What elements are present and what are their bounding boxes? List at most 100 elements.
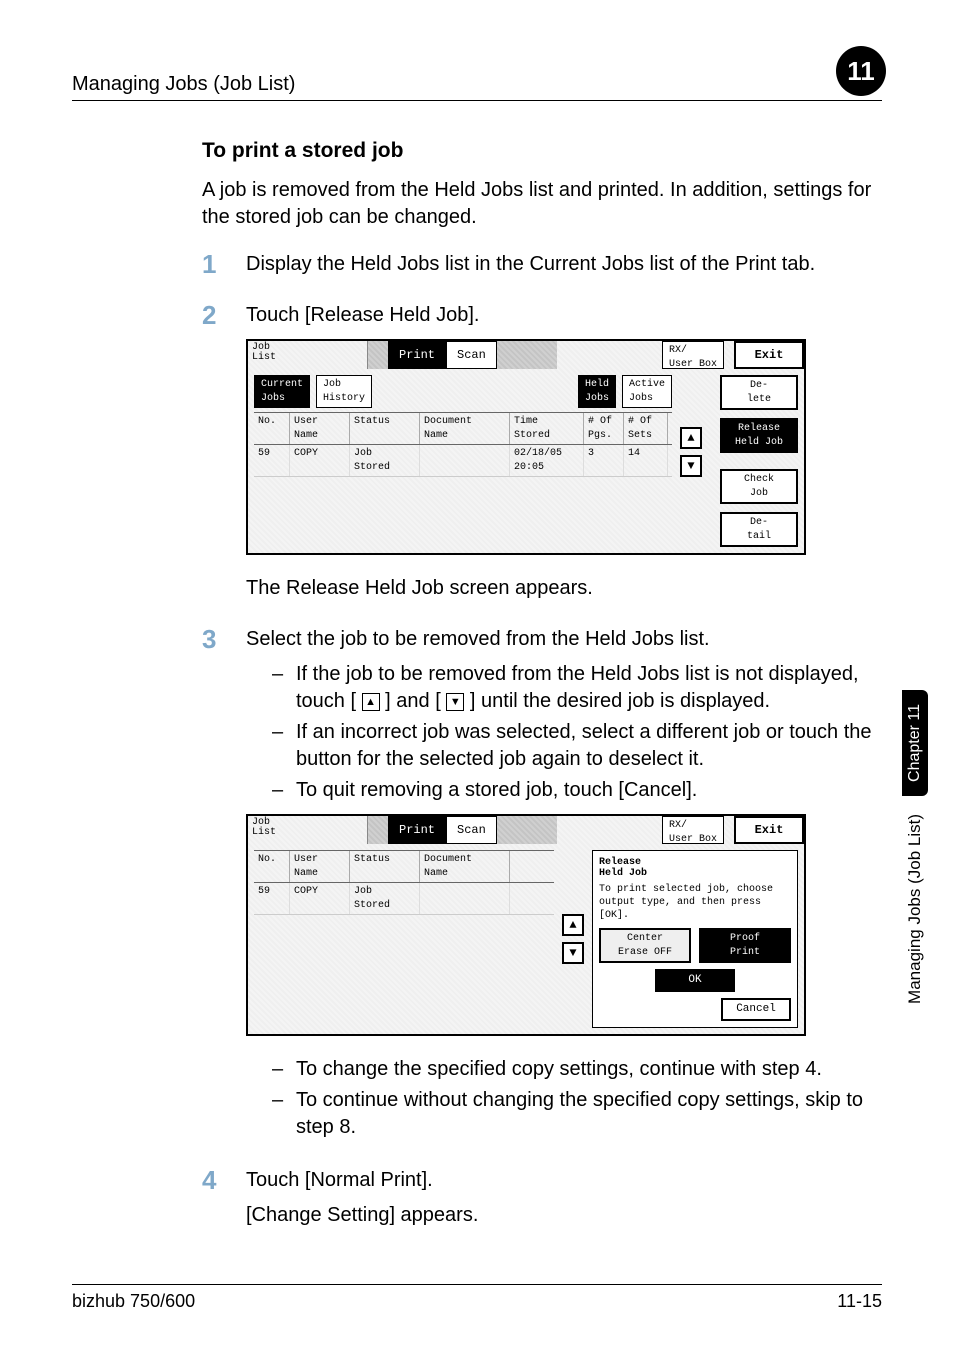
tab-scan[interactable]: Scan — [446, 816, 497, 844]
col-pgs: # Of Pgs. — [584, 413, 624, 444]
dash-mark: – — [272, 1056, 296, 1083]
col-doc: Document Name — [420, 413, 510, 444]
cell-pgs: 3 — [584, 445, 624, 476]
bullet1-c: ] until the desired job is displayed. — [470, 690, 770, 712]
step-1-text: Display the Held Jobs list in the Curren… — [246, 251, 882, 278]
tab-print[interactable]: Print — [388, 341, 446, 369]
screenshot-release-held-job: Job List Print Scan RX/ User Box Ex — [246, 814, 806, 1036]
chapter-badge: 11 — [836, 46, 886, 96]
cell-status: Job Stored — [350, 445, 420, 476]
col-sets: # Of Sets — [624, 413, 668, 444]
exit-button[interactable]: Exit — [734, 341, 804, 369]
col-doc: Document Name — [420, 851, 510, 882]
cancel-button[interactable]: Cancel — [721, 998, 791, 1021]
step-number-4: 4 — [202, 1167, 246, 1237]
subtab-held-jobs[interactable]: Held Jobs — [578, 375, 616, 408]
side-tab-chapter: Chapter 11 — [902, 690, 928, 796]
cell-doc — [420, 883, 510, 914]
rx-line2: User Box — [669, 359, 717, 370]
page-footer: bizhub 750/600 11-15 — [72, 1284, 882, 1312]
cell-no: 59 — [254, 883, 290, 914]
step-3-bullet-1: If the job to be removed from the Held J… — [296, 661, 882, 715]
col-user: User Name — [290, 851, 350, 882]
footer-right: 11-15 — [837, 1291, 882, 1312]
down-arrow-icon: ▼ — [446, 693, 464, 711]
cell-doc — [420, 445, 510, 476]
table-empty-area — [254, 915, 554, 949]
proof-print-button[interactable]: Proof Print — [699, 928, 791, 963]
ok-button[interactable]: OK — [655, 969, 735, 992]
subtab-job-history[interactable]: Job History — [316, 375, 372, 408]
scroll-up-button[interactable]: ▲ — [562, 914, 584, 936]
scroll-up-button[interactable]: ▲ — [680, 427, 702, 449]
subtab-active-jobs[interactable]: Active Jobs — [622, 375, 672, 408]
table-header: No. User Name Status Document Name — [254, 850, 554, 883]
dash-mark: – — [272, 719, 296, 773]
side-tab: Chapter 11 Managing Jobs (Job List) — [900, 690, 930, 1022]
scroll-down-button[interactable]: ▼ — [562, 942, 584, 964]
table-empty-area — [254, 477, 672, 533]
step-3-text: Select the job to be removed from the He… — [246, 626, 882, 653]
col-no: No. — [254, 851, 290, 882]
table-header: No. User Name Status Document Name Time … — [254, 412, 672, 445]
table-row[interactable]: 59 COPY Job Stored 02/18/05 20:05 3 14 — [254, 445, 672, 477]
col-time: Time Stored — [510, 413, 584, 444]
step-3-bullet-2: If an incorrect job was selected, select… — [296, 719, 882, 773]
job-list-label-l2: List — [252, 352, 276, 363]
release-held-job-button[interactable]: Release Held Job — [720, 418, 798, 453]
col-no: No. — [254, 413, 290, 444]
tab-spacer — [368, 816, 388, 844]
center-erase-button[interactable]: Center Erase OFF — [599, 928, 691, 963]
col-user: User Name — [290, 413, 350, 444]
scroll-down-button[interactable]: ▼ — [680, 455, 702, 477]
cell-no: 59 — [254, 445, 290, 476]
rx-user-box[interactable]: RX/ User Box — [662, 341, 724, 369]
dash-mark: – — [272, 661, 296, 715]
info-text: To print selected job, choose output typ… — [599, 883, 791, 922]
table-row[interactable]: 59 COPY Job Stored — [254, 883, 554, 915]
step-2-after-text: The Release Held Job screen appears. — [246, 575, 882, 602]
release-info-panel: Release Held Job To print selected job, … — [592, 850, 798, 1028]
job-list-label-l2: List — [252, 827, 276, 838]
footer-left: bizhub 750/600 — [72, 1291, 195, 1312]
dash-mark: – — [272, 1087, 296, 1141]
check-job-button[interactable]: Check Job — [720, 469, 798, 504]
page-header: Managing Jobs (Job List) 11 — [72, 58, 882, 101]
cell-status: Job Stored — [350, 883, 420, 914]
cell-user: COPY — [290, 445, 350, 476]
job-list-label: Job List — [248, 816, 368, 844]
cell-user: COPY — [290, 883, 350, 914]
side-tab-title: Managing Jobs (Job List) — [903, 796, 927, 1022]
step-4-text: Touch [Normal Print]. — [246, 1167, 882, 1194]
step-2-text: Touch [Release Held Job]. — [246, 302, 882, 329]
screenshot-held-jobs: Job List Print Scan RX/ User Box Ex — [246, 339, 806, 555]
step-4-after-text: [Change Setting] appears. — [246, 1202, 882, 1229]
subtab-current-jobs[interactable]: Current Jobs — [254, 375, 310, 408]
header-title: Managing Jobs (Job List) — [72, 73, 295, 96]
job-list-label: Job List — [248, 341, 368, 369]
subtab-spacer — [378, 375, 572, 408]
rx-line1: RX/ — [669, 820, 687, 831]
exit-button[interactable]: Exit — [734, 816, 804, 844]
tab-spacer2 — [497, 341, 557, 369]
section-heading: To print a stored job — [202, 139, 882, 163]
col-status: Status — [350, 851, 420, 882]
step-3-bullet-5: To continue without changing the specifi… — [296, 1087, 882, 1141]
rx-line2: User Box — [669, 834, 717, 845]
step-number-1: 1 — [202, 251, 246, 286]
tab-spacer2 — [497, 816, 557, 844]
detail-button[interactable]: De- tail — [720, 512, 798, 547]
up-arrow-icon: ▲ — [362, 693, 380, 711]
step-number-2: 2 — [202, 302, 246, 610]
delete-button[interactable]: De- lete — [720, 375, 798, 410]
cell-time: 02/18/05 20:05 — [510, 445, 584, 476]
intro-paragraph: A job is removed from the Held Jobs list… — [202, 177, 882, 231]
tab-print[interactable]: Print — [388, 816, 446, 844]
tab-scan[interactable]: Scan — [446, 341, 497, 369]
step-3-bullet-4: To change the specified copy settings, c… — [296, 1056, 822, 1083]
step-3-bullet-3: To quit removing a stored job, touch [Ca… — [296, 777, 697, 804]
cell-sets: 14 — [624, 445, 668, 476]
rx-line1: RX/ — [669, 345, 687, 356]
rx-user-box[interactable]: RX/ User Box — [662, 816, 724, 844]
bullet1-b: ] and [ — [385, 690, 441, 712]
